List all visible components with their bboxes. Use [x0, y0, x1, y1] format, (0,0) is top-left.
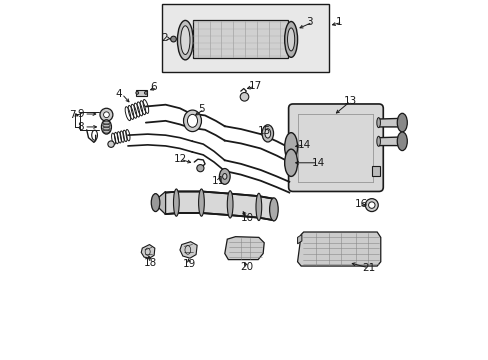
Text: 5: 5	[198, 104, 204, 114]
Text: 7: 7	[69, 110, 75, 120]
Text: 17: 17	[248, 81, 262, 91]
Ellipse shape	[144, 91, 147, 94]
Ellipse shape	[227, 191, 233, 218]
Ellipse shape	[173, 189, 179, 216]
Ellipse shape	[136, 91, 139, 94]
Polygon shape	[141, 244, 155, 258]
Text: 9: 9	[78, 109, 84, 119]
Text: 14: 14	[311, 158, 325, 168]
Ellipse shape	[183, 110, 201, 132]
Ellipse shape	[101, 120, 111, 134]
Ellipse shape	[269, 198, 278, 221]
Polygon shape	[371, 166, 379, 176]
Polygon shape	[165, 192, 273, 220]
Text: 15: 15	[258, 126, 271, 135]
Ellipse shape	[108, 141, 114, 147]
Text: 11: 11	[212, 176, 225, 186]
Text: 1: 1	[335, 17, 342, 27]
Ellipse shape	[151, 194, 160, 212]
Text: 16: 16	[354, 199, 367, 210]
Text: 20: 20	[240, 262, 253, 272]
Ellipse shape	[262, 125, 273, 142]
Text: 21: 21	[362, 263, 375, 273]
Ellipse shape	[177, 21, 193, 60]
Text: 2: 2	[161, 33, 167, 43]
Text: 14: 14	[298, 140, 311, 150]
Text: 10: 10	[241, 213, 254, 222]
Ellipse shape	[368, 202, 374, 208]
Ellipse shape	[376, 118, 380, 128]
Ellipse shape	[396, 132, 407, 150]
Text: 18: 18	[143, 258, 156, 268]
Ellipse shape	[284, 22, 297, 57]
Ellipse shape	[284, 149, 297, 176]
FancyBboxPatch shape	[288, 104, 383, 192]
Ellipse shape	[365, 199, 378, 212]
Ellipse shape	[196, 165, 203, 172]
Text: 8: 8	[78, 122, 84, 132]
Ellipse shape	[284, 133, 297, 161]
Polygon shape	[378, 118, 402, 127]
Ellipse shape	[240, 93, 248, 101]
Ellipse shape	[376, 136, 380, 146]
Ellipse shape	[396, 113, 407, 132]
Text: 19: 19	[183, 259, 196, 269]
Bar	[162, 4, 328, 72]
Ellipse shape	[219, 168, 230, 184]
Polygon shape	[180, 242, 197, 258]
Bar	[136, 90, 147, 96]
Text: 13: 13	[344, 96, 357, 106]
Ellipse shape	[170, 36, 176, 42]
Polygon shape	[297, 234, 301, 244]
Text: 4: 4	[115, 89, 122, 99]
Text: 3: 3	[305, 17, 312, 27]
Polygon shape	[378, 137, 402, 145]
Ellipse shape	[255, 193, 261, 221]
Polygon shape	[224, 237, 264, 260]
Polygon shape	[297, 232, 380, 266]
Ellipse shape	[100, 108, 113, 121]
Ellipse shape	[287, 28, 294, 51]
Ellipse shape	[264, 129, 270, 138]
Ellipse shape	[187, 114, 197, 127]
Text: 6: 6	[150, 82, 157, 93]
Ellipse shape	[180, 26, 190, 54]
Text: 12: 12	[173, 154, 186, 164]
Ellipse shape	[198, 189, 204, 216]
Ellipse shape	[103, 112, 109, 118]
Polygon shape	[156, 192, 165, 215]
Ellipse shape	[222, 174, 226, 179]
Polygon shape	[192, 21, 287, 58]
